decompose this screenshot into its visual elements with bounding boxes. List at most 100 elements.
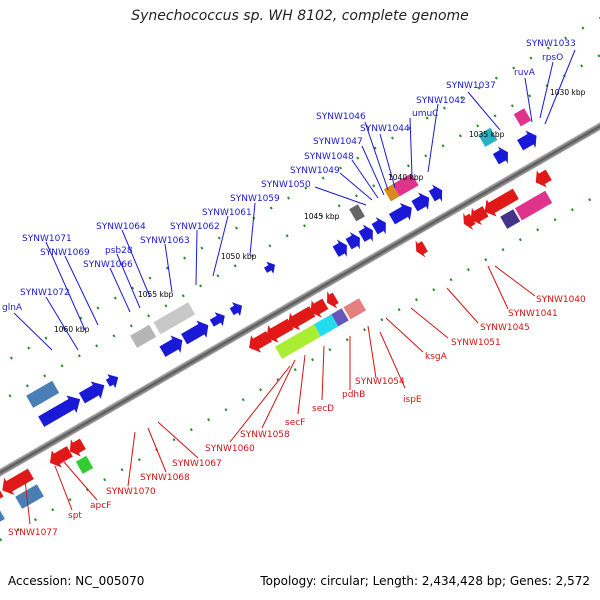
blue-gene-labels: SYNW1033 rpsO ruvA SYNW1037 SYNW1042 umu… — [2, 39, 576, 313]
feature-block[interactable] — [130, 324, 157, 348]
gene-arrow[interactable] — [427, 182, 447, 205]
tick-label: 1045 kbp — [304, 212, 340, 221]
blue-leaders — [13, 49, 576, 351]
gene-arrow[interactable] — [244, 328, 274, 357]
feature-block[interactable] — [26, 380, 60, 408]
gene-label[interactable]: SYNW1042 — [416, 96, 466, 106]
gene-label[interactable]: secF — [285, 418, 305, 428]
gene-arrow[interactable] — [262, 259, 279, 277]
gene-arrow[interactable] — [531, 166, 554, 191]
feature-block[interactable] — [514, 190, 553, 221]
gene-label[interactable]: SYNW1044 — [360, 124, 410, 134]
gene-label[interactable]: SYNW1064 — [96, 222, 146, 232]
feature-block[interactable] — [15, 484, 44, 509]
tick-label: 1030 kbp — [550, 88, 586, 97]
feature-block[interactable] — [349, 204, 365, 222]
gene-arrow[interactable] — [36, 391, 85, 431]
gene-arrow[interactable] — [228, 299, 246, 319]
feature-block[interactable] — [314, 314, 339, 337]
gene-arrow[interactable] — [387, 199, 417, 228]
gene-arrow[interactable] — [459, 210, 478, 232]
gene-arrow[interactable] — [157, 332, 187, 361]
feature-block[interactable] — [478, 127, 498, 147]
gene-label[interactable]: ispE — [403, 395, 422, 405]
gene-arrow[interactable] — [357, 222, 378, 246]
gene-label[interactable]: rpsO — [542, 53, 563, 63]
feature-block[interactable] — [392, 173, 419, 197]
gene-arrow[interactable] — [104, 370, 122, 390]
gene-arrow[interactable] — [77, 377, 110, 407]
gene-arrow[interactable] — [370, 214, 391, 238]
gene-label[interactable]: SYNW1067 — [172, 459, 222, 469]
gene-arrow[interactable] — [466, 203, 491, 229]
gene-arrow[interactable] — [515, 127, 541, 154]
tick-label: 1040 kbp — [388, 173, 424, 182]
gene-label[interactable]: SYNW1048 — [304, 152, 354, 162]
gene-label[interactable]: SYNW1068 — [140, 473, 190, 483]
gene-arrow[interactable] — [491, 144, 513, 168]
gene-label[interactable]: pdhB — [342, 390, 365, 400]
gene-label[interactable]: SYNW1059 — [230, 194, 280, 204]
gene-label[interactable]: SYNW1072 — [20, 288, 70, 298]
gene-arrow[interactable] — [344, 229, 365, 253]
gene-arrow[interactable] — [322, 289, 341, 311]
guide-line — [0, 139, 600, 562]
gene-arrow[interactable] — [306, 295, 331, 321]
feature-block[interactable] — [275, 324, 321, 359]
tick-label: 1050 kbp — [221, 252, 257, 261]
gene-label[interactable]: SYNW1070 — [106, 487, 156, 497]
gene-label[interactable]: spt — [68, 511, 82, 521]
gene-arrow[interactable] — [0, 465, 36, 499]
gene-label[interactable]: SYNW1066 — [83, 260, 133, 270]
tick-label: 1055 kbp — [138, 290, 174, 299]
gene-label[interactable]: SYNW1051 — [451, 338, 501, 348]
feature-block[interactable] — [343, 298, 367, 320]
gene-label[interactable]: glnA — [2, 303, 23, 313]
tick-label: 1060 kbp — [54, 325, 90, 334]
tick-label: 1035 kbp — [469, 130, 505, 139]
feature-block[interactable] — [513, 108, 532, 127]
gene-label[interactable]: SYNW1061 — [202, 208, 252, 218]
feature-block[interactable] — [153, 302, 196, 335]
feature-block[interactable] — [500, 209, 521, 229]
gene-label[interactable]: SYNW1049 — [290, 166, 340, 176]
gene-arrow[interactable] — [65, 435, 88, 460]
gene-label[interactable]: SYNW1077 — [8, 528, 58, 538]
gene-label[interactable]: SYNW1063 — [140, 236, 190, 246]
gene-label[interactable]: ksgA — [425, 352, 448, 362]
gene-label[interactable]: SYNW1060 — [205, 444, 255, 454]
gene-arrow[interactable] — [179, 317, 213, 348]
feature-block[interactable] — [331, 308, 349, 327]
gene-label[interactable]: SYNW1054 — [355, 377, 405, 387]
gene-label[interactable]: SYNW1062 — [170, 222, 220, 232]
gene-label[interactable]: SYNW1046 — [316, 112, 366, 122]
gene-label[interactable]: secD — [312, 404, 334, 414]
gene-arrow[interactable] — [45, 443, 75, 472]
gene-label[interactable]: apcF — [90, 501, 111, 511]
gene-arrow[interactable] — [208, 309, 229, 330]
gene-label[interactable]: SYNW1058 — [240, 430, 290, 440]
gene-label[interactable]: SYNW1040 — [536, 295, 586, 305]
gene-label[interactable]: SYNW1047 — [313, 137, 363, 147]
gene-arrow[interactable] — [411, 238, 430, 260]
gene-label[interactable]: umuC — [412, 109, 438, 119]
gene-label[interactable]: SYNW1041 — [508, 309, 558, 319]
gene-label[interactable]: psb28 — [105, 246, 133, 256]
gene-label[interactable]: SYNW1037 — [446, 81, 496, 91]
gene-label[interactable]: SYNW1071 — [22, 234, 72, 244]
feature-block[interactable] — [75, 455, 94, 474]
gene-arrow[interactable] — [331, 237, 352, 261]
gene-label[interactable]: SYNW1045 — [480, 323, 530, 333]
gene-label[interactable]: ruvA — [514, 68, 536, 78]
tick-labels: 1030 kbp 1035 kbp 1040 kbp 1045 kbp 1050… — [54, 88, 586, 334]
gene-label[interactable]: SYNW1050 — [261, 180, 311, 190]
genome-track — [0, 7, 600, 562]
feature-block[interactable] — [0, 506, 5, 534]
red-gene-labels: SYNW1040 SYNW1041 SYNW1045 SYNW1051 ksgA… — [8, 295, 586, 538]
gene-arrow[interactable] — [261, 315, 295, 346]
gene-arrow[interactable] — [480, 185, 521, 220]
gene-arrow[interactable] — [409, 189, 434, 215]
gene-label[interactable]: SYNW1069 — [40, 248, 90, 258]
gene-label[interactable]: SYNW1033 — [526, 39, 576, 49]
gene-arrow[interactable] — [283, 303, 317, 334]
